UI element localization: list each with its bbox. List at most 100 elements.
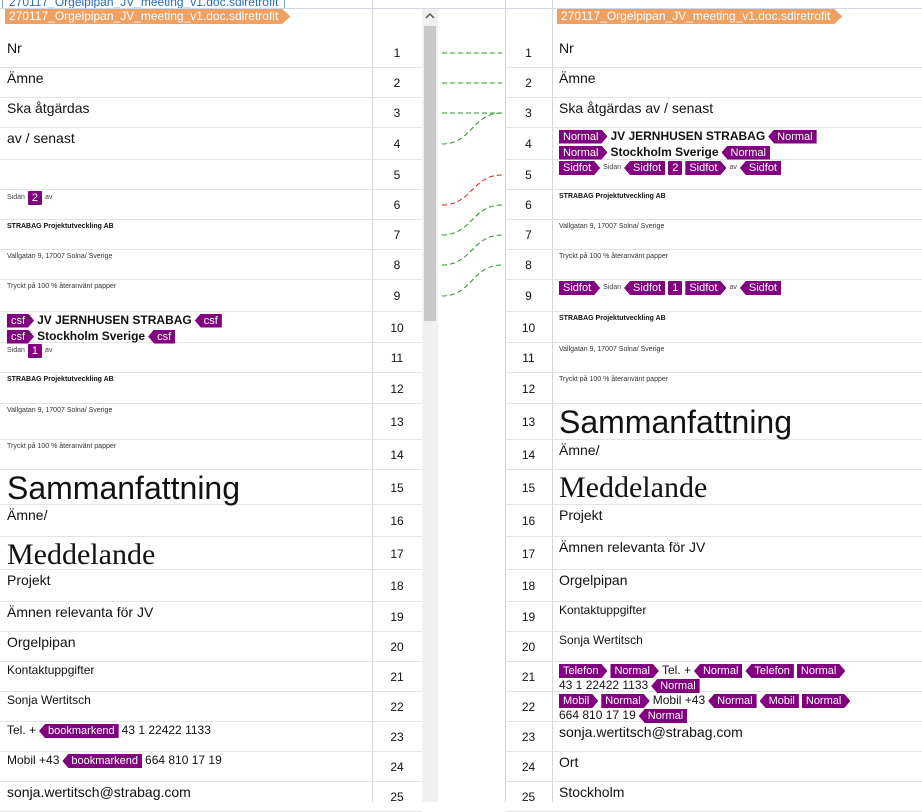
segment-number: 14: [390, 448, 404, 462]
text-line: STRABAG Projektutveckling AB: [559, 190, 917, 204]
segment-cell[interactable]: Orgelpipan: [7, 632, 367, 651]
inline-tag[interactable]: Normal: [601, 694, 649, 708]
inline-tag[interactable]: Mobil: [559, 694, 598, 708]
segment-cell[interactable]: Sammanfattning: [7, 470, 367, 506]
segment-cell[interactable]: Nr: [7, 38, 367, 57]
segment-cell[interactable]: Vallgatan 9, 17007 Solna/ Sverige: [559, 220, 917, 234]
segment-cell[interactable]: av / senast: [7, 128, 367, 147]
segment-cell[interactable]: Ämne: [559, 68, 917, 87]
inline-tag[interactable]: Normal: [768, 129, 817, 144]
scroll-thumb[interactable]: [424, 26, 436, 321]
segment-cell[interactable]: csf JV JERNHUSEN STRABAG csf csf Stockholm S…: [7, 312, 367, 344]
segment-cell[interactable]: Sonja Wertitsch: [559, 632, 917, 648]
segment-cell[interactable]: Tel. + bookmarkend 43 1 22422 1133: [7, 722, 367, 738]
inline-tag[interactable]: csf: [194, 313, 222, 328]
segment-cell[interactable]: Meddelande: [559, 470, 917, 505]
inline-tag[interactable]: Sidfot: [739, 281, 781, 295]
inline-tag[interactable]: Mobil: [759, 694, 799, 708]
inline-tag[interactable]: Sidfot: [624, 281, 666, 295]
inline-tag[interactable]: 1: [668, 281, 683, 295]
segment-cell[interactable]: Ort: [559, 752, 917, 771]
segment-cell[interactable]: Normal JV JERNHUSEN STRABAG Normal Normal St…: [559, 128, 917, 160]
segment-cell[interactable]: Ämnen relevanta för JV: [559, 537, 917, 556]
segment-cell[interactable]: STRABAG Projektutveckling AB: [7, 220, 367, 234]
document-tab[interactable]: 270117_Orgelpipan_JV_meeting_v1.doc.sdlr…: [2, 0, 286, 8]
segment-cell[interactable]: Sammanfattning: [559, 404, 917, 440]
inline-tag[interactable]: Telefon: [559, 664, 607, 678]
inline-tag[interactable]: Normal: [559, 146, 607, 160]
inline-tag[interactable]: Normal: [559, 130, 607, 144]
inline-tag[interactable]: bookmarkend: [39, 724, 119, 738]
row-separator: [0, 372, 372, 373]
segment-cell[interactable]: sonja.wertitsch@strabag.com: [7, 782, 367, 801]
segment-cell[interactable]: STRABAG Projektutveckling AB: [7, 373, 367, 387]
row-separator: [505, 601, 552, 602]
inline-tag[interactable]: csf: [7, 330, 34, 344]
inline-tag[interactable]: Sidfot: [685, 281, 726, 295]
segment-cell[interactable]: STRABAG Projektutveckling AB: [559, 190, 917, 204]
inline-tag[interactable]: Telefon: [745, 664, 794, 678]
segment-cell[interactable]: Ämnen relevanta för JV: [7, 602, 367, 621]
inline-tag[interactable]: csf: [7, 314, 34, 328]
segment-cell[interactable]: Ämne: [7, 68, 367, 87]
inline-tag[interactable]: Normal: [721, 145, 770, 160]
row-separator: [0, 469, 372, 470]
segment-cell[interactable]: [7, 160, 367, 161]
segment-cell[interactable]: Mobil Normal Mobil +43 Normal Mobil Normal 664…: [559, 692, 917, 723]
segment-cell[interactable]: Kontaktuppgifter: [7, 662, 367, 678]
inline-tag[interactable]: 2: [27, 191, 43, 205]
segment-text: Sidan: [603, 164, 622, 171]
segment-number: 9: [393, 289, 401, 303]
inline-tag[interactable]: 1: [27, 344, 43, 358]
inline-tag[interactable]: Normal: [797, 664, 845, 678]
inline-tag[interactable]: bookmarkend: [62, 754, 143, 768]
inline-tag[interactable]: Normal: [610, 664, 658, 678]
inline-tag[interactable]: 2: [668, 161, 683, 175]
segment-cell[interactable]: STRABAG Projektutveckling AB: [559, 312, 917, 326]
segment-cell[interactable]: Telefon Normal Tel. + Normal Telefon Normal 43…: [559, 662, 917, 693]
inline-tag[interactable]: Sidfot: [685, 161, 726, 175]
segment-cell[interactable]: Projekt: [7, 570, 367, 589]
row-separator: [505, 536, 552, 537]
row-separator: [372, 159, 422, 160]
segment-cell[interactable]: Vallgatan 9, 17007 Solna/ Sverige: [7, 404, 367, 418]
segment-cell[interactable]: Vallgatan 9, 17007 Solna/ Sverige: [7, 250, 367, 264]
segment-cell[interactable]: Mobil +43 bookmarkend 664 810 17 19: [7, 752, 367, 768]
segment-cell[interactable]: Ämne/: [7, 505, 367, 524]
segment-cell[interactable]: Orgelpipan: [559, 570, 917, 589]
segment-text: Projekt: [559, 507, 603, 523]
segment-cell[interactable]: Sidan 1 av: [7, 343, 367, 358]
segment-text: Vallgatan 9, 17007 Solna/ Sverige: [7, 253, 113, 260]
segment-cell[interactable]: Nr: [559, 38, 917, 57]
segment-text: Tryckt på 100 % återanvänt papper: [559, 376, 669, 383]
segment-number: 25: [390, 790, 404, 804]
segment-cell[interactable]: Sidfot Sidan Sidfot 1 Sidfot av Sidfot: [559, 280, 917, 295]
inline-tag[interactable]: Sidfot: [559, 281, 600, 295]
segment-cell[interactable]: Stockholm: [559, 782, 917, 801]
segment-cell[interactable]: Sonja Wertitsch: [7, 692, 367, 708]
segment-cell[interactable]: Sidan 2 av: [7, 190, 367, 205]
segment-cell[interactable]: Tryckt på 100 % återanvänt papper: [559, 250, 917, 264]
inline-tag[interactable]: Sidfot: [739, 161, 781, 175]
segment-cell[interactable]: Tryckt på 100 % återanvänt papper: [7, 440, 367, 454]
segment-cell[interactable]: Tryckt på 100 % återanvänt papper: [7, 280, 367, 294]
inline-tag[interactable]: Normal: [651, 679, 700, 693]
segment-cell[interactable]: Ska åtgärdas av / senast: [559, 98, 917, 117]
segment-cell[interactable]: Projekt: [559, 505, 917, 524]
inline-tag[interactable]: Sidfot: [559, 161, 600, 175]
segment-cell[interactable]: Tryckt på 100 % återanvänt papper: [559, 373, 917, 387]
segment-cell[interactable]: Ska åtgärdas: [7, 98, 367, 117]
scroll-up-arrow[interactable]: [422, 9, 438, 23]
segment-cell[interactable]: Ämne/: [559, 440, 917, 459]
segment-cell[interactable]: Vallgatan 9, 17007 Solna/ Sverige: [559, 343, 917, 357]
inline-tag[interactable]: Normal: [802, 694, 850, 708]
inline-tag[interactable]: csf: [148, 329, 176, 344]
inline-tag[interactable]: Normal: [693, 664, 743, 678]
segment-cell[interactable]: sonja.wertitsch@strabag.com: [559, 722, 917, 741]
segment-cell[interactable]: Sidfot Sidan Sidfot 2 Sidfot av Sidfot: [559, 160, 917, 175]
inline-tag[interactable]: Sidfot: [624, 161, 666, 175]
inline-tag[interactable]: Normal: [708, 694, 757, 708]
inline-tag[interactable]: Normal: [638, 709, 688, 723]
segment-cell[interactable]: Meddelande: [7, 537, 367, 572]
segment-cell[interactable]: Kontaktuppgifter: [559, 602, 917, 618]
